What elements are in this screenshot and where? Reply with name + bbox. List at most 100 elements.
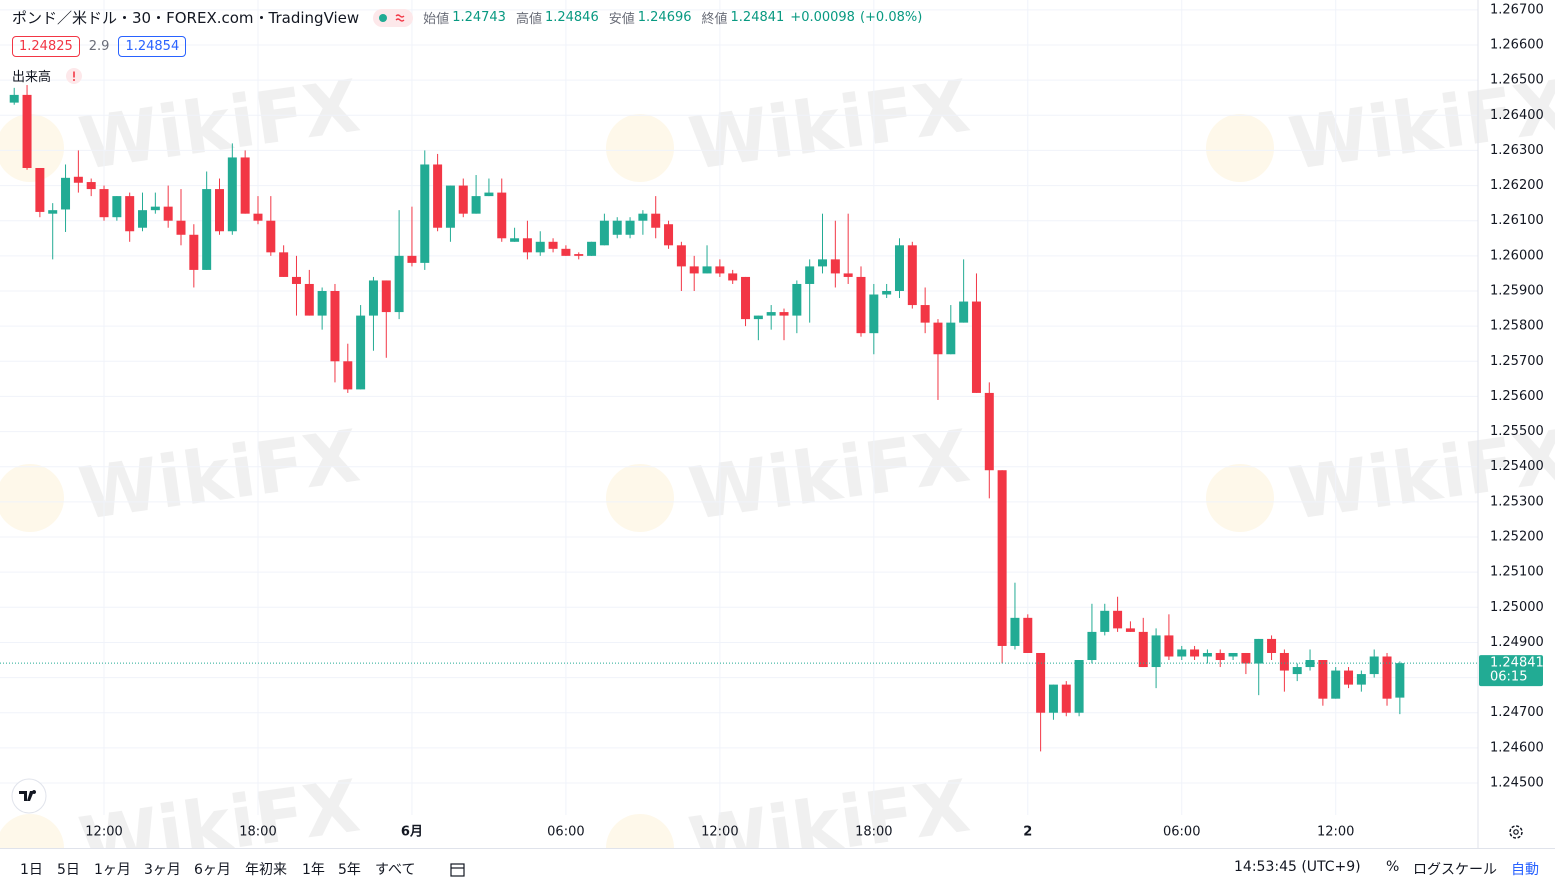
candle — [882, 283, 892, 299]
candle — [830, 220, 840, 288]
candle — [343, 343, 353, 393]
warning-icon[interactable] — [65, 67, 83, 85]
candle — [894, 238, 904, 299]
clock[interactable]: 14:53:45 (UTC+9) — [1234, 859, 1361, 875]
close-value: 1.24841 — [730, 10, 785, 25]
candle-body — [907, 245, 917, 306]
range-button[interactable]: 1年 — [302, 862, 325, 878]
range-button[interactable]: 3ヶ月 — [144, 862, 181, 878]
watermark-logo — [1206, 114, 1274, 182]
candle — [1100, 603, 1110, 636]
range-button[interactable]: すべて — [375, 862, 416, 878]
candle — [176, 189, 186, 246]
range-button[interactable]: 1ヶ月 — [94, 862, 131, 878]
auto-toggle[interactable]: 自動 — [1511, 862, 1539, 878]
candle — [920, 287, 930, 334]
candle-body — [933, 322, 943, 355]
symbol[interactable]: ポンド／米ドル — [12, 9, 118, 27]
settings-icon[interactable] — [1509, 825, 1523, 839]
candle-body — [214, 189, 224, 232]
candle — [433, 153, 443, 232]
percent-toggle[interactable]: % — [1386, 859, 1400, 875]
candle-body — [1190, 649, 1200, 657]
candle-body — [728, 273, 738, 281]
candle — [779, 308, 789, 341]
candle — [984, 382, 994, 499]
y-tick-label: 1.26500 — [1490, 73, 1544, 88]
x-tick-label: 12:00 — [701, 825, 738, 840]
range-button[interactable]: 5日 — [57, 862, 80, 878]
candle — [1202, 649, 1212, 664]
candle — [689, 255, 699, 291]
candle-body — [1151, 635, 1161, 668]
candle-body — [73, 176, 83, 183]
candle — [1036, 652, 1046, 752]
candle-body — [984, 392, 994, 471]
log-toggle[interactable]: ログスケール — [1413, 862, 1497, 878]
warning-dot — [73, 78, 76, 81]
candle — [484, 178, 494, 197]
x-tick-label: 2 — [1023, 825, 1032, 840]
range-button[interactable]: 5年 — [338, 862, 361, 878]
candle — [805, 259, 815, 323]
candle — [189, 224, 199, 288]
y-tick-label: 1.25800 — [1490, 319, 1544, 334]
range-button[interactable]: 年初来 — [245, 862, 287, 878]
candle — [240, 150, 250, 214]
tradingview-logo[interactable] — [11, 778, 47, 814]
status-pill[interactable] — [373, 8, 414, 27]
candle — [61, 164, 71, 232]
volume-label[interactable]: 出来高 — [12, 70, 52, 85]
candle — [1138, 617, 1148, 668]
x-tick-label: 18:00 — [855, 825, 892, 840]
candle-body — [959, 301, 969, 323]
candle — [317, 287, 327, 330]
candle — [1023, 614, 1033, 653]
candle — [1061, 681, 1071, 717]
candle-body — [86, 182, 96, 190]
candle-body — [510, 238, 520, 242]
candle-body — [612, 220, 622, 235]
candle-body — [548, 241, 558, 249]
candle — [907, 241, 917, 309]
y-tick-label: 1.25900 — [1490, 283, 1544, 298]
x-tick-label: 12:00 — [85, 825, 122, 840]
toolbar: 1日 5日 1ヶ月 3ヶ月 6ヶ月 年初来 1年 5年 すべて 14:53:45 (UTC+9)… — [0, 848, 1555, 891]
range-button[interactable]: 1日 — [20, 862, 43, 878]
interval[interactable]: 30 — [132, 8, 152, 27]
candle-body — [702, 266, 712, 274]
candle-body — [869, 294, 879, 334]
candle-body — [356, 315, 366, 390]
gear-inner — [1513, 829, 1519, 835]
candle — [946, 305, 956, 355]
watermark-logo — [0, 114, 64, 182]
candle — [1228, 652, 1238, 661]
high-value: 1.24846 — [544, 10, 599, 25]
ask[interactable]: 1.24854 — [118, 36, 187, 57]
close-label: 終値 — [701, 12, 728, 27]
candle-body — [394, 255, 404, 313]
candle — [1331, 667, 1341, 699]
candle — [112, 196, 122, 221]
candle — [279, 245, 289, 277]
y-tick-label: 1.24500 — [1490, 776, 1544, 791]
high-label: 高値 — [515, 12, 542, 27]
candle-body — [1228, 652, 1238, 657]
candle-body — [240, 157, 250, 214]
candle — [73, 150, 83, 193]
candle — [394, 210, 404, 320]
candle-body — [150, 206, 160, 211]
x-tick-label: 6月 — [401, 825, 423, 840]
candle-body — [689, 266, 699, 274]
date-range-icon[interactable] — [449, 861, 467, 879]
candle — [99, 185, 109, 221]
candle-body — [279, 252, 289, 277]
candle — [35, 167, 45, 218]
bid[interactable]: 1.24825 — [12, 36, 80, 57]
candle — [202, 171, 212, 270]
candle-body — [779, 312, 789, 316]
candle — [163, 185, 173, 228]
open-value: 1.24743 — [452, 10, 506, 25]
candle — [869, 283, 879, 355]
range-button[interactable]: 6ヶ月 — [194, 862, 231, 878]
